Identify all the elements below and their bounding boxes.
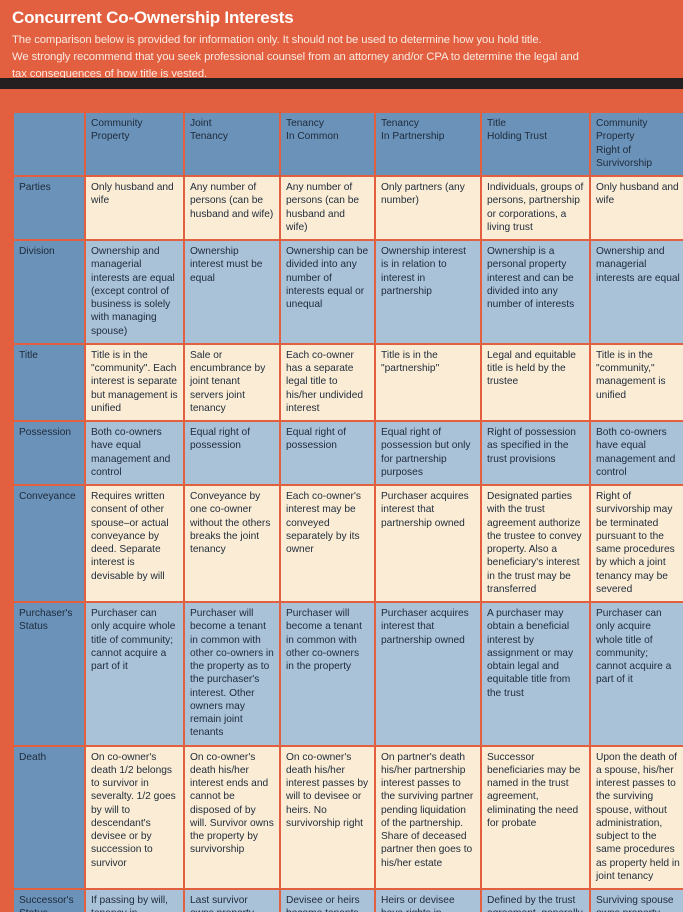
table-row: Title Title is in the "community". Each i…	[14, 344, 683, 420]
table-cell: Sale or encumbrance by joint tenant serv…	[185, 344, 279, 420]
table-row: Conveyance Requires written consent of ot…	[14, 486, 683, 601]
column-header-1: Community Property	[86, 113, 183, 175]
table-cell: On partner's death his/her partnership i…	[376, 746, 480, 888]
table-cell: Purchaser acquires interest that partner…	[376, 603, 480, 745]
column-header-6: Community Property Right of Survivorship	[591, 113, 683, 175]
table-cell: Any number of persons (can be husband an…	[185, 177, 279, 239]
table-cell: Equal right of possession but only for p…	[376, 422, 480, 484]
table-cell: Surviving spouse owns property	[591, 890, 683, 912]
table-cell: Requires written consent of other spouse…	[86, 486, 183, 601]
row-label-7: Death	[14, 746, 84, 888]
table-cell: Only husband and wife	[86, 177, 183, 239]
column-header-5: Title Holding Trust	[482, 113, 589, 175]
table-row: Successor's StatusIf passing by will, te…	[14, 890, 683, 912]
table-cell: Both co-owners have equal management and…	[591, 422, 683, 484]
document-header: Concurrent Co-Ownership Interests The co…	[0, 0, 683, 87]
row-label-4: Possession	[14, 422, 84, 484]
comparison-table-container: Community Property Joint Tenancy Tenancy I…	[9, 108, 683, 912]
column-header-4: Tenancy In Partnership	[376, 113, 480, 175]
row-label-8: Successor's Status	[14, 890, 84, 912]
table-cell: Ownership interest must be equal	[185, 241, 279, 343]
table-cell: Ownership can be divided into any number…	[281, 241, 374, 343]
table-cell: Conveyance by one co-owner without the o…	[185, 486, 279, 601]
table-cell: Title is in the "partnership"	[376, 344, 480, 420]
table-cell: On co-owner's death his/her interest pas…	[281, 746, 374, 888]
table-cell: Each co-owner's interest may be conveyed…	[281, 486, 374, 601]
table-cell: Title is in the "community," management …	[591, 344, 683, 420]
row-label-5: Conveyance	[14, 486, 84, 601]
table-row: Purchaser's Status Purchaser can only acq…	[14, 603, 683, 745]
table-cell: A purchaser may obtain a beneficial inte…	[482, 603, 589, 745]
table-cell: Purchaser will become a tenant in common…	[281, 603, 374, 745]
header-subtitle-line-3: tax consequences of how title is vested.	[12, 67, 208, 80]
comparison-table: Community Property Joint Tenancy Tenancy I…	[12, 111, 683, 912]
table-cell: Any number of persons (can be husband an…	[281, 177, 374, 239]
table-body: Parties Only husband and wife Any number o…	[14, 177, 683, 912]
table-cell: Last survivor owns property	[185, 890, 279, 912]
table-cell: On co-owner's death his/her interest end…	[185, 746, 279, 888]
table-cell: Designated parties with the trust agreem…	[482, 486, 589, 601]
table-cell: Equal right of possession	[185, 422, 279, 484]
table-header-row: Community Property Joint Tenancy Tenancy I…	[14, 113, 683, 175]
table-header: Community Property Joint Tenancy Tenancy I…	[14, 113, 683, 175]
table-cell: Purchaser can only acquire whole title o…	[86, 603, 183, 745]
table-row: Division Ownership and managerial interes…	[14, 241, 683, 343]
table-cell: Both co-owners have equal management and…	[86, 422, 183, 484]
page-title: Concurrent Co-Ownership Interests	[12, 8, 294, 27]
header-subtitle-line-1: The comparison below is provided for inf…	[12, 34, 542, 47]
table-cell: Purchaser can only acquire whole title o…	[591, 603, 683, 745]
table-corner-cell	[14, 113, 84, 175]
column-header-3: Tenancy In Common	[281, 113, 374, 175]
table-row: Possession Both co-owners have equal mana…	[14, 422, 683, 484]
header-divider-stripe	[0, 78, 683, 89]
table-cell: Equal right of possession	[281, 422, 374, 484]
table-cell: If passing by will, tenancy in common be…	[86, 890, 183, 912]
row-label-1: Parties	[14, 177, 84, 239]
table-cell: Successor beneficiaries may be named in …	[482, 746, 589, 888]
table-cell: Title is in the "community". Each intere…	[86, 344, 183, 420]
column-header-2: Joint Tenancy	[185, 113, 279, 175]
table-cell: Upon the death of a spouse, his/her inte…	[591, 746, 683, 888]
table-cell: Purchaser will become a tenant in common…	[185, 603, 279, 745]
table-cell: Heirs or devisee have rights in partners…	[376, 890, 480, 912]
table-cell: Purchaser acquires interest that partner…	[376, 486, 480, 601]
table-cell: Defined by the trust agreement, generall…	[482, 890, 589, 912]
table-cell: Ownership and managerial interests are e…	[591, 241, 683, 343]
table-cell: Ownership interest is in relation to int…	[376, 241, 480, 343]
row-label-6: Purchaser's Status	[14, 603, 84, 745]
table-row: Parties Only husband and wife Any number o…	[14, 177, 683, 239]
table-row: Death On co-owner's death 1/2 belongs to …	[14, 746, 683, 888]
row-label-3: Title	[14, 344, 84, 420]
row-label-2: Division	[14, 241, 84, 343]
table-cell: Ownership and managerial interests are e…	[86, 241, 183, 343]
table-cell: Each co-owner has a separate legal title…	[281, 344, 374, 420]
table-cell: On co-owner's death 1/2 belongs to survi…	[86, 746, 183, 888]
header-subtitle-line-2: We strongly recommend that you seek prof…	[12, 51, 579, 64]
table-cell: Only husband and wife	[591, 177, 683, 239]
table-cell: Only partners (any number)	[376, 177, 480, 239]
table-cell: Right of survivorship may be terminated …	[591, 486, 683, 601]
table-cell: Ownership is a personal property interes…	[482, 241, 589, 343]
table-cell: Right of possession as specified in the …	[482, 422, 589, 484]
table-cell: Individuals, groups of persons, partners…	[482, 177, 589, 239]
table-cell: Legal and equitable title is held by the…	[482, 344, 589, 420]
table-cell: Devisee or heirs become tenants in commo…	[281, 890, 374, 912]
